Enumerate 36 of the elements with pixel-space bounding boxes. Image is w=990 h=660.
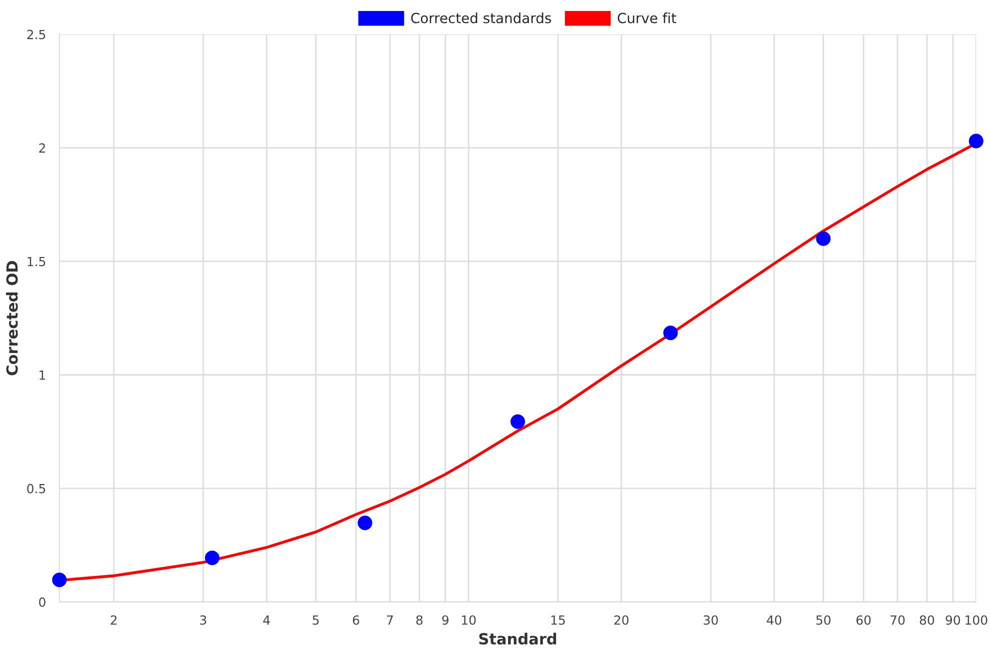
x-tick-label: 20 — [614, 615, 628, 625]
point — [358, 516, 372, 530]
point — [663, 326, 678, 340]
x-axis-title: Standard — [479, 632, 556, 645]
x-tick-label: 50 — [816, 615, 830, 625]
y-tick-label: 2 — [39, 143, 45, 153]
x-tick-label: 80 — [920, 615, 934, 625]
x-tick-label: 70 — [890, 615, 905, 625]
y-tick-label: 1 — [40, 370, 46, 380]
x-tick-label: 6 — [352, 615, 360, 625]
x-tick-label: 9 — [442, 615, 448, 625]
legend-label: Curve fit — [618, 12, 676, 24]
x-tick-label: 5 — [312, 616, 319, 625]
x-tick-label: 10 — [462, 615, 476, 625]
x-tick-label: 7 — [387, 616, 393, 625]
x-tick-label: 40 — [766, 615, 782, 625]
point — [816, 231, 831, 246]
y-axis-title: Corrected OD — [6, 261, 18, 376]
x-tick-label: 3 — [200, 615, 206, 625]
y-tick-label: 2.5 — [27, 30, 46, 40]
x-tick-label: 30 — [704, 615, 718, 625]
x-tick-label: 15 — [551, 616, 565, 625]
point — [204, 550, 220, 566]
x-tick-label: 2 — [110, 615, 117, 625]
point — [510, 414, 526, 429]
legend-label: Corrected standards — [411, 12, 552, 24]
y-tick-label: 0.5 — [27, 484, 46, 494]
x-tick-label: 100 — [966, 615, 988, 625]
x-tick-label: 90 — [946, 615, 960, 625]
y-tick-label: 0 — [39, 597, 46, 607]
point — [52, 572, 67, 588]
x-tick-label: 4 — [263, 616, 270, 625]
point — [968, 134, 984, 148]
y-tick-label: 1.5 — [28, 256, 46, 266]
x-tick-label: 60 — [856, 615, 871, 625]
x-tick-label: 8 — [416, 615, 423, 625]
